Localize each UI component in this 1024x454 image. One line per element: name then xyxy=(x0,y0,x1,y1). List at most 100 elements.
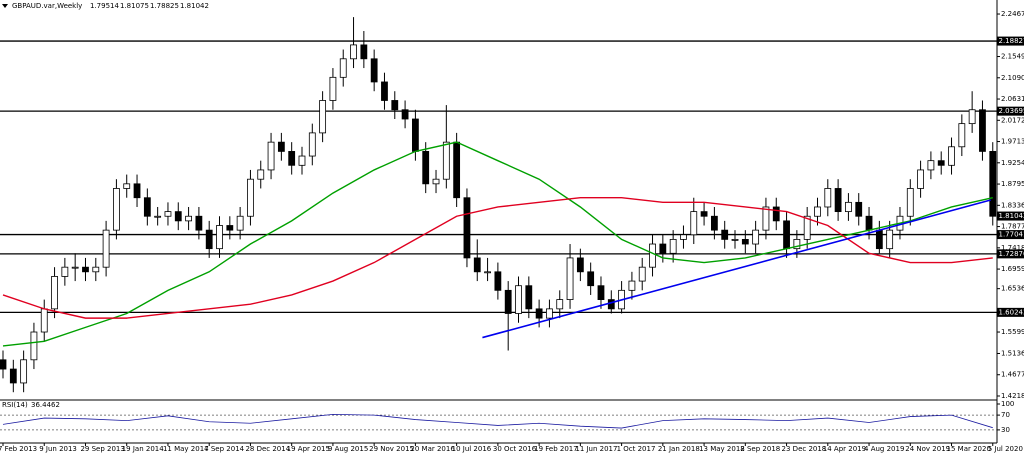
candle-body xyxy=(288,151,296,166)
candle-body xyxy=(937,160,945,166)
y-tick-label: 1.83360 xyxy=(1001,201,1024,209)
trendline xyxy=(482,199,991,339)
candle-body xyxy=(381,81,388,101)
x-tick-label: 21 Jan 2018 xyxy=(658,445,700,453)
x-tick-label: 5 Jul 2020 xyxy=(988,445,1023,453)
ohlc-value: 1.78825 xyxy=(150,2,179,10)
candle-body xyxy=(638,266,646,282)
x-tick-label: 1 Oct 2017 xyxy=(617,445,656,453)
level-label-box xyxy=(997,36,1024,46)
candle-body xyxy=(793,238,801,250)
candle-body xyxy=(504,289,512,314)
candle-body xyxy=(432,178,440,185)
y-tick-label: 1.78770 xyxy=(1001,223,1024,231)
candle-body xyxy=(587,271,595,287)
rsi-tick-label: 100 xyxy=(1001,400,1014,408)
candle-body xyxy=(628,280,636,291)
candle-body xyxy=(30,331,38,361)
x-tick-label: 20 Mar 2016 xyxy=(410,445,455,453)
menu-arrow xyxy=(2,4,8,8)
price-label-box xyxy=(997,211,1024,221)
candle-body xyxy=(783,220,790,250)
y-tick-label: 1.65360 xyxy=(1001,285,1024,293)
candle-body xyxy=(968,109,976,125)
y-tick-label: 2.06310 xyxy=(1001,95,1024,103)
ohlc-value: 1.81075 xyxy=(120,2,149,10)
candle-body xyxy=(113,188,120,231)
ohlc-value: 1.81042 xyxy=(180,2,209,10)
candle-body xyxy=(236,215,244,231)
candle-body xyxy=(102,229,110,268)
candle-body xyxy=(731,238,739,241)
x-tick-label: 29 Nov 2015 xyxy=(369,445,414,453)
x-tick-label: 9 Jun 2013 xyxy=(39,445,77,453)
candle-body xyxy=(391,100,399,111)
rsi-name: RSI(14) xyxy=(2,401,28,409)
candle-body xyxy=(422,151,430,185)
x-tick-label: 28 Dec 2014 xyxy=(245,445,290,453)
candle-body xyxy=(216,225,223,250)
y-tick-label: 2.15490 xyxy=(1001,53,1024,61)
candle-body xyxy=(845,201,852,213)
candle-body xyxy=(226,225,234,231)
candle-body xyxy=(803,215,811,240)
x-tick-label: 23 Dec 2018 xyxy=(782,445,827,453)
candle-body xyxy=(20,359,28,384)
candle-body xyxy=(607,299,615,310)
x-tick-label: 2 Sep 2018 xyxy=(740,445,780,453)
candle-body xyxy=(370,58,378,83)
price-label: 1.81042 xyxy=(999,212,1024,220)
x-tick-label: 19 Apr 2015 xyxy=(287,445,330,453)
candle-body xyxy=(174,211,182,222)
x-tick-label: 29 Sep 2013 xyxy=(80,445,124,453)
candle-body xyxy=(834,188,842,213)
candle-body xyxy=(164,211,172,217)
candle-body xyxy=(401,109,409,120)
candle-body xyxy=(576,257,584,273)
candle-body xyxy=(473,257,481,273)
x-tick-label: 19 Feb 2017 xyxy=(534,445,578,453)
candle-body xyxy=(40,308,48,333)
candle-body xyxy=(680,234,687,240)
candle-body xyxy=(195,215,203,231)
x-tick-label: 11 Jun 2017 xyxy=(575,445,617,453)
candle-body xyxy=(886,229,894,250)
candle-body xyxy=(535,308,543,319)
rsi-value: 36.4462 xyxy=(31,401,60,409)
candle-body xyxy=(205,229,213,250)
candle-body xyxy=(927,160,935,171)
candle-body xyxy=(649,243,656,268)
candle-body xyxy=(453,141,461,199)
candle-body xyxy=(442,141,450,180)
candle-body xyxy=(710,215,718,231)
level-label: 2.03695 xyxy=(999,107,1024,115)
y-tick-label: 1.74180 xyxy=(1001,244,1024,252)
candle-body xyxy=(989,151,997,217)
level-label-box xyxy=(997,106,1024,116)
candle-body xyxy=(772,206,780,222)
y-tick-label: 1.46775 xyxy=(1001,371,1024,379)
candle-body xyxy=(721,229,729,240)
candle-body xyxy=(185,215,192,222)
candle-body xyxy=(556,299,564,310)
candle-body xyxy=(741,238,749,245)
x-tick-label: 30 Oct 2016 xyxy=(493,445,537,453)
candle-body xyxy=(463,197,471,259)
candle-body xyxy=(566,257,574,300)
moving-average xyxy=(2,141,993,347)
x-tick-label: 24 Nov 2019 xyxy=(905,445,950,453)
candle-body xyxy=(484,271,491,274)
candle-body xyxy=(814,206,821,217)
candle-body xyxy=(277,141,285,152)
y-tick-label: 2.24670 xyxy=(1001,10,1024,18)
x-tick-label: 10 Jul 2016 xyxy=(452,445,492,453)
candle-body xyxy=(339,58,347,78)
chart-title: GBPAUD.var,Weekly xyxy=(12,2,82,10)
candle-body xyxy=(329,76,337,101)
x-tick-label: 14 Apr 2019 xyxy=(823,445,866,453)
level-label: 1.60243 xyxy=(999,308,1024,316)
candle-body xyxy=(92,266,100,273)
candle-body xyxy=(669,238,677,254)
candle-body xyxy=(546,308,553,319)
